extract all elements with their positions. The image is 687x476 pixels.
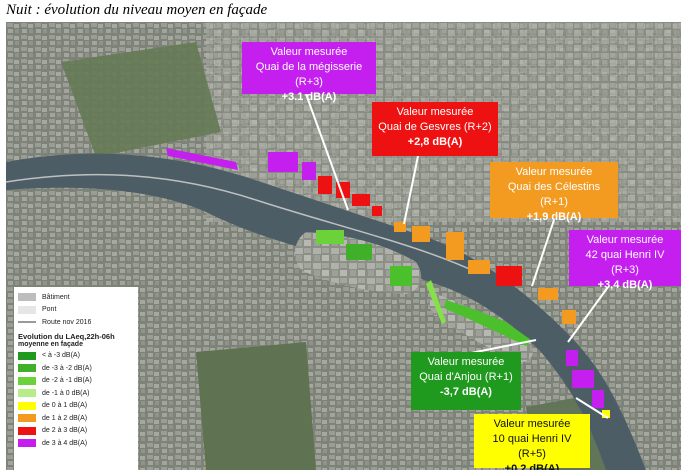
legend-class: de -2 à -1 dB(A) bbox=[18, 375, 134, 388]
legend-item-pont: Pont bbox=[18, 304, 134, 317]
facade-red-3 bbox=[352, 194, 370, 206]
leader-line-5 bbox=[465, 339, 537, 355]
callout-gesvres[interactable]: Valeur mesurée Quai de Gesvres (R+2) +2,… bbox=[372, 102, 498, 156]
callout-henri-iv-10[interactable]: Valeur mesurée 10 quai Henri IV (R+5) +0… bbox=[474, 414, 590, 470]
legend-class: de 3 à 4 dB(A) bbox=[18, 437, 134, 450]
leader-line-1 bbox=[305, 93, 349, 211]
legend-class: de -3 à -2 dB(A) bbox=[18, 362, 134, 375]
callout-henri-iv-42[interactable]: Valeur mesurée 42 quai Henri IV (R+3) +3… bbox=[569, 230, 681, 291]
facade-orange-1 bbox=[394, 222, 406, 232]
legend-swatch bbox=[18, 376, 36, 385]
legend-swatch bbox=[18, 414, 36, 423]
leader-line-6 bbox=[575, 397, 609, 419]
facade-magenta-2 bbox=[268, 152, 298, 172]
facade-green-2 bbox=[346, 244, 372, 260]
ile-de-la-cite bbox=[294, 232, 422, 294]
tuileries-garden bbox=[61, 42, 221, 157]
legend-swatch bbox=[18, 364, 36, 373]
facade-red-5 bbox=[496, 266, 522, 286]
map-legend: Bâtiment Pont Route nov 2016 Evolution d… bbox=[14, 287, 138, 470]
facade-orange-6 bbox=[562, 310, 576, 324]
legend-item-route: Route nov 2016 bbox=[18, 316, 134, 329]
legend-item-batiment: Bâtiment bbox=[18, 291, 134, 304]
road-line bbox=[6, 173, 477, 273]
facade-orange-3 bbox=[446, 232, 464, 260]
legend-heading: Evolution du LAeq,22h-06h bbox=[18, 331, 115, 341]
facade-magenta-3 bbox=[302, 162, 316, 180]
legend-class: < à -3 dB(A) bbox=[18, 350, 134, 363]
legend-class: de 0 à 1 dB(A) bbox=[18, 400, 134, 413]
facade-green-1 bbox=[316, 230, 344, 244]
facade-yellow-1 bbox=[602, 410, 610, 418]
seine-river bbox=[6, 153, 646, 470]
legend-swatch bbox=[18, 426, 36, 435]
leader-line-4 bbox=[567, 286, 609, 343]
legend-class: de 2 à 3 dB(A) bbox=[18, 425, 134, 438]
legend-swatch bbox=[18, 293, 36, 302]
callout-anjou[interactable]: Valeur mesurée Quai d'Anjou (R+1) -3,7 d… bbox=[411, 352, 521, 410]
legend-swatch bbox=[18, 389, 36, 398]
callout-celestins[interactable]: Valeur mesurée Quai des Célestins (R+1) … bbox=[490, 162, 618, 223]
facade-magenta-4 bbox=[566, 350, 578, 366]
legend-swatch bbox=[18, 401, 36, 410]
legend-line-swatch bbox=[18, 321, 36, 324]
facade-magenta-1 bbox=[166, 148, 238, 170]
facade-red-1 bbox=[318, 176, 332, 194]
legend-class: de -1 à 0 dB(A) bbox=[18, 387, 134, 400]
legend-swatch bbox=[18, 439, 36, 448]
facade-magenta-5 bbox=[572, 370, 594, 388]
legend-subheading: moyenne en façade bbox=[18, 340, 83, 348]
legend-swatch bbox=[18, 305, 36, 314]
facade-green-5 bbox=[426, 280, 446, 324]
legend-class: de 1 à 2 dB(A) bbox=[18, 412, 134, 425]
facade-magenta-6 bbox=[592, 390, 604, 408]
facade-orange-5 bbox=[538, 288, 558, 300]
facade-orange-2 bbox=[412, 226, 430, 242]
leader-line-3 bbox=[531, 219, 555, 287]
aerial-map[interactable]: Bâtiment Pont Route nov 2016 Evolution d… bbox=[6, 22, 681, 470]
facade-green-4 bbox=[444, 300, 531, 346]
legend-swatch bbox=[18, 351, 36, 360]
facade-red-4 bbox=[372, 206, 382, 216]
facade-orange-4 bbox=[468, 260, 490, 274]
luxembourg-garden bbox=[196, 342, 316, 470]
leader-line-2 bbox=[403, 155, 419, 225]
page-title: Nuit : évolution du niveau moyen en faça… bbox=[6, 2, 268, 18]
callout-megisserie[interactable]: Valeur mesurée Quai de la mégisserie (R+… bbox=[242, 42, 376, 103]
facade-green-3 bbox=[390, 266, 412, 286]
